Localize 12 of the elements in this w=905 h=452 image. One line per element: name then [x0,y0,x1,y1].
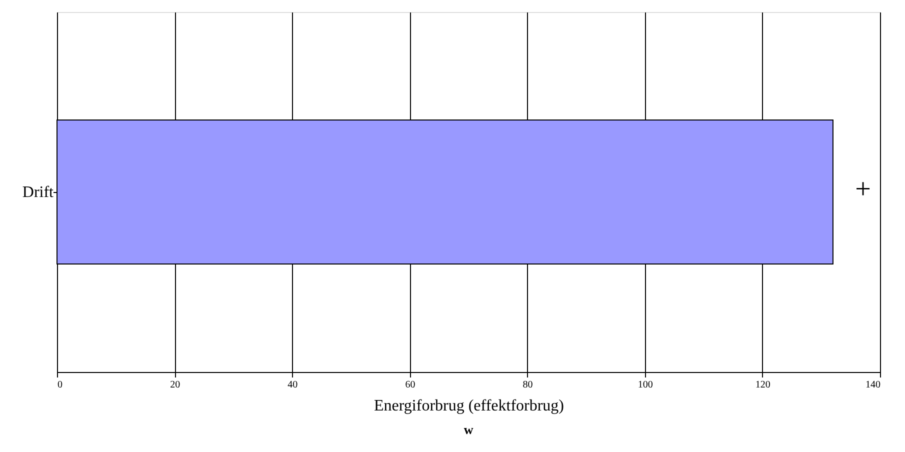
x-tick-label: 40 [288,380,298,390]
x-tick-label: 140 [866,380,880,390]
text: w [464,422,474,437]
x-tick-label: 120 [755,380,770,390]
annotation: + [855,174,871,205]
x-tick-label: 60 [405,380,416,390]
x-axis-title: Energiforbrug (effektforbrug) [374,398,564,414]
x-tick-label: 80 [522,380,533,390]
x-tick-label: 20 [170,380,180,390]
x-tick-label: 0 [58,380,62,390]
y-tick-label: Drift [22,184,54,201]
x-tick-label: 100 [638,380,653,390]
